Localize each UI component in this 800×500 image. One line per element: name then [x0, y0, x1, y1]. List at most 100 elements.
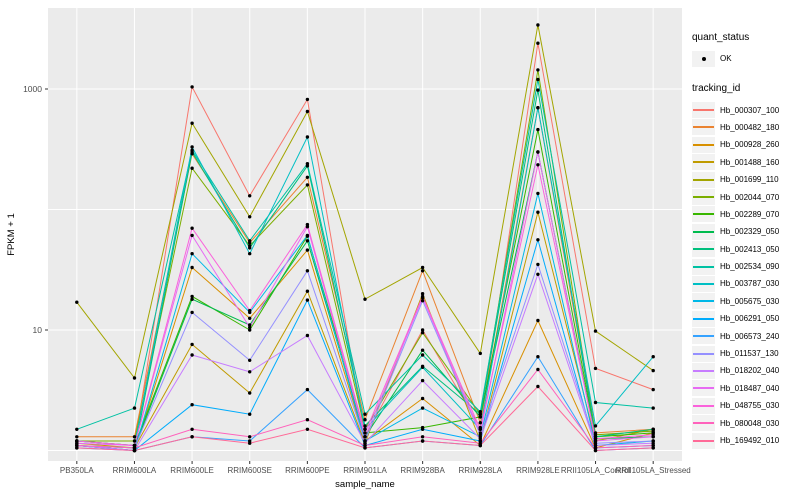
data-point — [420, 427, 425, 431]
data-point — [420, 365, 425, 369]
data-point — [536, 355, 540, 359]
data-point — [248, 358, 252, 362]
legend-item-label: Hb_002329_050 — [720, 227, 780, 237]
data-point — [536, 163, 540, 167]
legend-item-label: Hb_003787_030 — [720, 279, 780, 289]
data-point — [190, 342, 194, 347]
legend-item-Hb_001488_160: Hb_001488_160 — [692, 154, 798, 171]
data-point — [190, 353, 194, 357]
legend-item-Hb_006573_240: Hb_006573_240 — [692, 327, 798, 345]
data-point — [593, 448, 598, 453]
data-point — [248, 441, 252, 445]
data-point — [536, 367, 540, 372]
data-point — [420, 292, 425, 296]
data-point — [478, 412, 482, 416]
legend-item-Hb_002044_070: Hb_002044_070 — [692, 188, 798, 206]
x-tick-label: RRIM600PE — [285, 466, 329, 475]
line-swatch-icon — [692, 380, 715, 397]
data-point — [132, 439, 137, 443]
legend-item-Hb_002329_050: Hb_002329_050 — [692, 223, 798, 240]
data-point — [190, 403, 194, 407]
data-point — [478, 437, 482, 441]
data-point — [593, 446, 598, 450]
data-point — [651, 427, 655, 431]
line-swatch-icon — [692, 136, 715, 153]
y-axis-title: FPKM + 1 — [6, 213, 17, 256]
data-point — [190, 233, 194, 238]
data-point — [478, 427, 482, 431]
data-point — [478, 410, 482, 414]
data-point — [536, 318, 540, 323]
data-point — [363, 297, 367, 301]
data-point — [190, 294, 194, 299]
legend-item-Hb_169492_010: Hb_169492_010 — [692, 432, 798, 449]
data-point — [536, 384, 540, 389]
data-point — [75, 443, 79, 448]
line-swatch-icon — [692, 171, 715, 188]
data-point — [536, 68, 540, 72]
data-point — [478, 443, 482, 448]
legend-item-quant-status-ok: OK — [692, 50, 798, 67]
legend-item-Hb_005675_030: Hb_005675_030 — [692, 293, 798, 310]
line-swatch-icon — [692, 275, 715, 292]
data-point — [651, 387, 655, 392]
legend-title-quant-status: quant_status — [692, 32, 750, 43]
legend-item-Hb_002534_090: Hb_002534_090 — [692, 258, 798, 275]
x-tick-label: RRIM928LE — [516, 466, 560, 475]
line-swatch-icon — [692, 223, 715, 240]
data-point — [190, 145, 194, 149]
legend-item-Hb_001699_110: Hb_001699_110 — [692, 171, 798, 188]
data-point — [651, 355, 655, 359]
data-point — [190, 85, 194, 89]
legend-item-Hb_018487_040: Hb_018487_040 — [692, 380, 798, 397]
data-point — [593, 400, 598, 405]
legend-item-label: Hb_006573_240 — [720, 331, 780, 341]
legend-item-label: Hb_080048_030 — [720, 418, 780, 428]
legend-item-Hb_080048_030: Hb_080048_030 — [692, 414, 798, 432]
data-point — [190, 121, 194, 125]
data-point — [132, 406, 137, 410]
data-point — [363, 427, 367, 431]
legend-item-label: Hb_048755_030 — [720, 401, 780, 411]
data-point — [190, 166, 194, 170]
line-swatch-icon — [692, 362, 715, 379]
line-swatch-icon — [692, 293, 715, 310]
legend-item-label: Hb_002289_070 — [720, 209, 780, 219]
data-point — [536, 127, 540, 132]
legend-item-label: Hb_006291_050 — [720, 314, 780, 324]
line-swatch-icon — [692, 310, 715, 327]
data-point — [536, 41, 540, 45]
line-swatch-icon — [692, 119, 715, 136]
data-point — [651, 433, 655, 437]
data-point — [248, 194, 252, 198]
data-point — [593, 366, 598, 371]
legend-item-label: Hb_169492_010 — [720, 436, 780, 445]
legend-item-label: Hb_002044_070 — [720, 192, 780, 202]
data-point — [75, 439, 79, 443]
legend-item-Hb_018202_040: Hb_018202_040 — [692, 362, 798, 379]
line-swatch-icon — [692, 415, 715, 432]
data-point — [190, 226, 194, 230]
data-point — [305, 269, 310, 273]
data-point — [248, 391, 252, 395]
data-point — [363, 418, 367, 422]
data-point — [478, 431, 482, 435]
legend-item-label: Hb_000482_180 — [720, 122, 780, 132]
data-point — [190, 265, 194, 270]
data-point — [536, 106, 540, 110]
data-point — [248, 325, 252, 330]
y-tick-label: 10 — [33, 325, 43, 335]
data-point — [420, 378, 425, 383]
data-point — [305, 289, 310, 293]
data-point — [363, 412, 367, 416]
data-point — [363, 435, 367, 439]
legend-item-Hb_011537_130: Hb_011537_130 — [692, 345, 798, 362]
data-point — [305, 233, 310, 238]
data-point — [248, 323, 252, 327]
data-point — [420, 294, 425, 299]
data-point — [420, 348, 425, 352]
line-swatch-icon — [692, 241, 715, 258]
data-point — [536, 238, 540, 242]
data-point — [75, 446, 79, 450]
data-point — [248, 328, 252, 332]
